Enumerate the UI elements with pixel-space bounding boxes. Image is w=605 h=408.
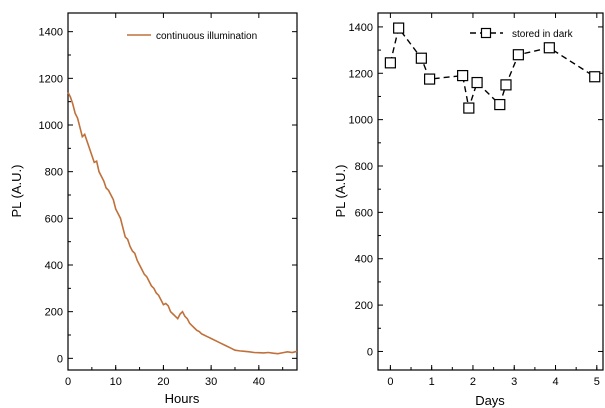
left-y-axis-ticks: 0 200 400 600 800 1000 1200 1400 <box>39 27 297 365</box>
x-tick-label: 0 <box>387 376 393 388</box>
x-tick-label: 4 <box>552 376 558 388</box>
right-legend: stored in dark <box>470 27 574 40</box>
y-tick-label: 0 <box>367 346 373 358</box>
legend-swatch-stored-in-dark-marker <box>480 27 492 39</box>
right-x-axis-label: Days <box>475 393 505 408</box>
data-point-marker <box>415 52 427 64</box>
right-x-axis-ticks: 0 1 2 3 4 5 <box>387 13 600 388</box>
x-tick-label: 30 <box>205 376 217 388</box>
y-tick-label: 1200 <box>39 73 63 85</box>
right-y-axis-label: PL (A.U.) <box>333 165 348 218</box>
y-tick-label: 1200 <box>349 68 373 80</box>
x-tick-label: 10 <box>110 376 122 388</box>
y-tick-label: 800 <box>45 167 63 179</box>
data-point-marker <box>457 69 469 82</box>
data-point-marker <box>494 98 506 111</box>
y-tick-label: 600 <box>355 207 373 219</box>
y-tick-label: 600 <box>45 213 63 225</box>
series-line-stored-in-dark <box>389 26 596 109</box>
data-point-marker <box>393 22 405 34</box>
right-y-axis-ticks: 0 200 400 600 800 1000 1200 1400 <box>349 22 603 358</box>
data-point-marker <box>424 73 436 85</box>
left-series-layer <box>67 91 298 355</box>
data-point-marker <box>463 102 475 114</box>
y-tick-label: 1000 <box>349 115 373 127</box>
left-chart-panel: 0 200 400 600 800 1000 1200 1400 0 10 20 30 40 cont… <box>9 12 298 406</box>
y-tick-label: 200 <box>45 307 63 319</box>
y-tick-label: 200 <box>355 300 373 312</box>
y-tick-label: 400 <box>45 260 63 272</box>
x-tick-label: 40 <box>253 376 265 388</box>
y-tick-label: 1400 <box>349 22 373 34</box>
right-series-layer <box>384 22 601 114</box>
y-tick-label: 0 <box>57 353 63 365</box>
y-tick-label: 800 <box>355 161 373 173</box>
x-tick-label: 20 <box>157 376 169 388</box>
left-legend: continuous illumination <box>127 31 257 42</box>
y-tick-label: 400 <box>355 254 373 266</box>
left-y-axis-label: PL (A.U.) <box>9 165 24 218</box>
x-tick-label: 2 <box>470 376 476 388</box>
right-plot-frame <box>377 12 604 371</box>
x-tick-label: 5 <box>594 376 600 388</box>
data-point-marker <box>543 42 555 54</box>
left-x-axis-ticks: 0 10 20 30 40 <box>65 13 284 388</box>
data-point-marker <box>512 49 524 61</box>
x-tick-label: 0 <box>65 376 71 388</box>
data-point-marker <box>589 71 601 83</box>
right-chart-panel: 0 200 400 600 800 1000 1200 1400 0 1 2 3 4 5 stored … <box>333 12 604 408</box>
left-x-axis-label: Hours <box>165 391 200 406</box>
y-tick-label: 1400 <box>39 27 63 39</box>
legend-label-continuous-illumination: continuous illumination <box>156 31 257 42</box>
left-plot-frame <box>67 12 298 371</box>
data-point-marker <box>384 57 396 69</box>
series-line-continuous-illumination <box>67 91 298 355</box>
x-tick-label: 1 <box>429 376 435 388</box>
legend-label-stored-in-dark: stored in dark <box>512 29 574 40</box>
x-tick-label: 3 <box>511 376 517 388</box>
data-point-marker <box>471 76 483 89</box>
data-point-marker <box>500 79 512 91</box>
y-tick-label: 1000 <box>39 120 63 132</box>
